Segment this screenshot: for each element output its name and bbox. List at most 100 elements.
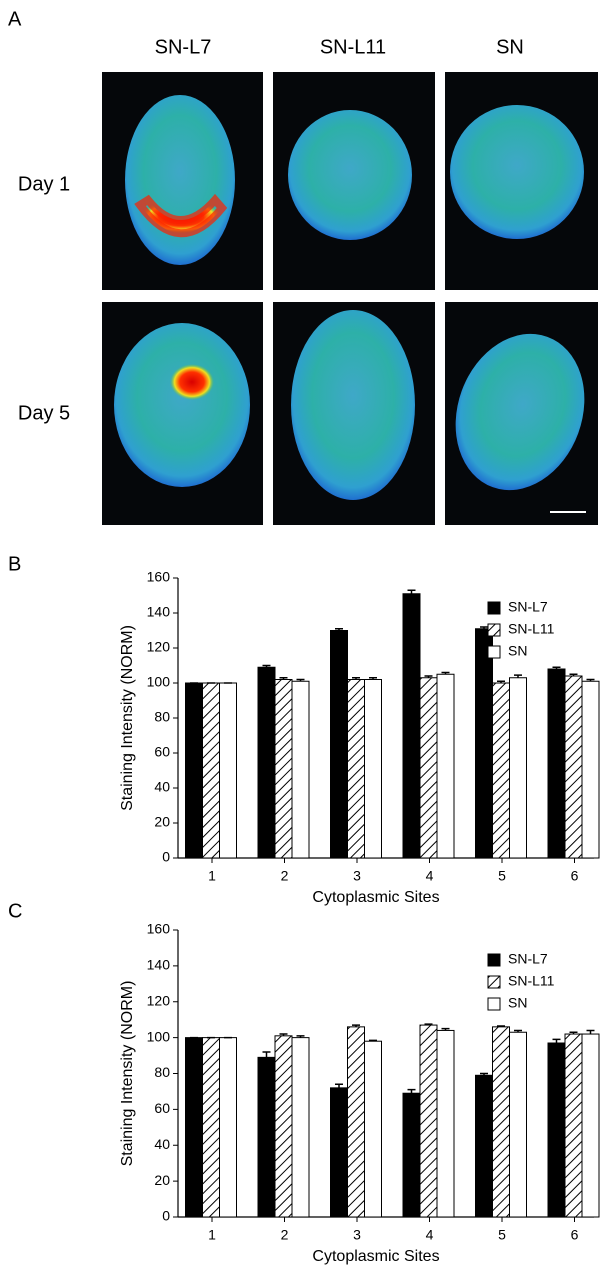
legend-label: SN [508, 995, 527, 1011]
bar [291, 1037, 310, 1218]
y-tick-label: 140 [147, 957, 171, 973]
bar [475, 1074, 493, 1218]
error-bar [352, 677, 360, 680]
bar [219, 1037, 237, 1218]
row-label: Day 1 [18, 173, 70, 195]
error-bar [497, 1025, 505, 1027]
bar [364, 1040, 382, 1218]
y-tick-label: 0 [162, 1208, 170, 1224]
bar [330, 1087, 348, 1218]
error-bar [424, 675, 433, 678]
error-bar [335, 1083, 343, 1088]
bar [492, 682, 510, 859]
x-tick-label: 2 [281, 868, 289, 884]
bar [185, 682, 203, 859]
y-tick-label: 160 [147, 569, 171, 585]
bar [492, 1026, 510, 1218]
legend-swatch [487, 623, 501, 637]
bar [564, 675, 583, 859]
x-tick-label: 2 [281, 1227, 289, 1243]
cell [125, 95, 235, 265]
error-bar [569, 673, 578, 676]
error-bar [424, 1023, 433, 1026]
bar [402, 593, 421, 859]
micrographs [102, 72, 598, 525]
bar [436, 673, 455, 859]
bar [547, 668, 566, 859]
x-tick-label: 3 [353, 1227, 361, 1243]
bar [274, 679, 293, 859]
error-bar [369, 677, 377, 680]
legend-label: SN-L7 [508, 951, 548, 967]
hotspot [134, 193, 228, 238]
y-tick-label: 140 [147, 604, 171, 620]
bar [219, 682, 237, 859]
bar [419, 1024, 438, 1218]
cell [291, 310, 415, 500]
cell [288, 110, 412, 240]
x-tick-label: 1 [208, 1227, 216, 1243]
x-axis-label: Cytoplasmic Sites [312, 889, 439, 906]
legend-label: SN-L7 [508, 599, 548, 615]
bar [274, 1035, 293, 1218]
error-bar [279, 677, 288, 680]
bar [564, 1033, 583, 1218]
legend-label: SN-L11 [508, 621, 555, 637]
bar [581, 1033, 600, 1218]
error-bar [335, 628, 343, 631]
bar [257, 666, 276, 859]
x-tick-label: 3 [353, 868, 361, 884]
bar [185, 1037, 203, 1218]
column-label: SN-L11 [320, 36, 386, 58]
error-bar [407, 589, 416, 594]
y-tick-label: 120 [147, 639, 171, 655]
error-bar [441, 671, 450, 675]
y-tick-label: 100 [147, 674, 171, 690]
legend-label: SN-L11 [508, 973, 555, 989]
bar [475, 628, 493, 859]
cell [455, 333, 585, 491]
error-bar [497, 680, 505, 683]
hotspot [170, 364, 214, 400]
cell [450, 105, 584, 239]
error-bar [586, 678, 595, 682]
x-axis-label: Cytoplasmic Sites [312, 1248, 439, 1265]
error-bar [352, 1024, 360, 1027]
bar [291, 680, 310, 859]
bar [547, 1042, 566, 1218]
error-bar [569, 1031, 578, 1035]
legend-swatch [487, 645, 501, 659]
column-label: SN [496, 36, 524, 58]
y-tick-label: 80 [154, 1064, 170, 1080]
error-bar [480, 1072, 488, 1076]
panel-label: C [8, 900, 22, 922]
bar [257, 1056, 276, 1218]
bar [347, 1026, 365, 1218]
y-tick-label: 40 [154, 1136, 170, 1152]
error-bar [514, 674, 522, 678]
error-bar [262, 664, 271, 668]
y-tick-label: 60 [154, 1100, 170, 1116]
y-tick-label: 120 [147, 992, 171, 1008]
error-bar [552, 1038, 561, 1044]
bar [509, 1031, 527, 1218]
bar [202, 1037, 220, 1218]
x-tick-label: 1 [208, 868, 216, 884]
x-tick-label: 6 [571, 1227, 579, 1243]
y-tick-label: 80 [154, 709, 170, 725]
cell [114, 323, 250, 487]
legend-label: SN [508, 643, 527, 659]
error-bar [279, 1033, 288, 1036]
error-bar [514, 1029, 522, 1033]
column-label: SN-L7 [155, 36, 212, 58]
x-tick-label: 5 [498, 1227, 506, 1243]
error-bar [480, 626, 488, 629]
legend-swatch [487, 953, 501, 967]
legend-swatch [487, 997, 501, 1011]
y-axis-label: Staining Intensity (NORM) [119, 625, 136, 811]
bar [436, 1029, 455, 1218]
error-bar [407, 1088, 416, 1094]
y-tick-label: 160 [147, 921, 171, 937]
bar [202, 682, 220, 859]
error-bar [262, 1051, 271, 1058]
